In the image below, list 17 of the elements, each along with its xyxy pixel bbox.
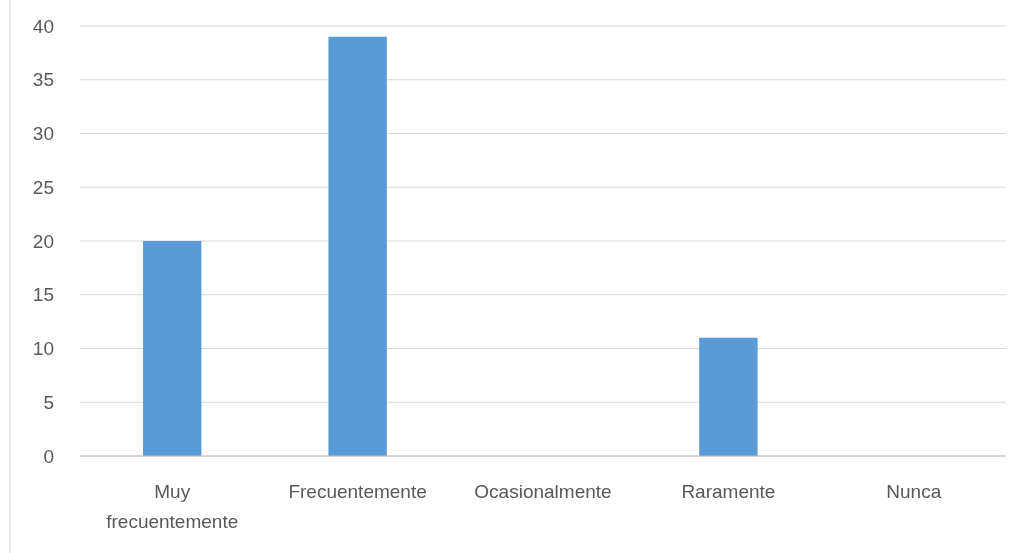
x-tick-label: Muy frecuentemente (106, 481, 239, 532)
y-tick-label: 5 (43, 391, 54, 413)
x-tick-label: Frecuentemente (288, 481, 427, 502)
bar (699, 337, 758, 456)
y-tick-label: 25 (32, 176, 54, 198)
y-tick-label: 30 (32, 123, 54, 145)
y-tick-label: 35 (32, 69, 54, 91)
y-tick-label: 0 (43, 445, 54, 467)
x-tick-label: Ocasionalmente (474, 481, 612, 502)
y-tick-label: 10 (32, 338, 54, 360)
y-tick-label: 20 (32, 230, 54, 252)
bar (143, 241, 202, 456)
bar (328, 36, 387, 456)
x-tick-label: Raramente (681, 481, 776, 502)
y-tick-label: 40 (32, 15, 54, 37)
x-tick-label: Nunca (886, 481, 942, 502)
y-tick-label: 15 (32, 284, 54, 306)
